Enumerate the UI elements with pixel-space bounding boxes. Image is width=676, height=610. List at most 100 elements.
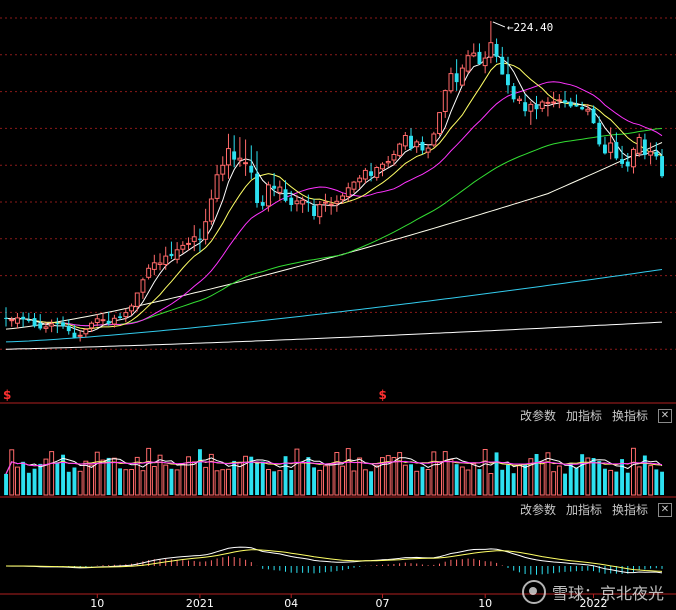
x-tick-label: 2021	[186, 597, 214, 610]
volume-bar	[94, 451, 100, 496]
candle-body	[448, 73, 454, 92]
volume-bar	[157, 454, 163, 496]
volume-bar	[106, 457, 111, 495]
candle	[551, 91, 557, 108]
add-indicator-button[interactable]: 加指标	[565, 503, 602, 517]
volume-bar	[163, 464, 169, 496]
volume-bar	[409, 464, 413, 495]
candle	[232, 135, 237, 168]
volume-bar	[391, 457, 397, 496]
candle-body	[300, 199, 306, 205]
moving-averages	[5, 54, 663, 350]
candle-body	[237, 157, 243, 161]
candle-body	[471, 52, 477, 57]
volume-bar	[534, 454, 539, 495]
candle	[580, 101, 585, 111]
candle-body	[551, 101, 557, 104]
volume-bar	[83, 460, 89, 496]
candle	[249, 145, 254, 180]
candle	[294, 194, 300, 212]
candle-body	[174, 249, 180, 260]
volume-toolbar: 改参数 加指标 换指标 ✕	[520, 407, 672, 424]
volume-bar	[351, 470, 357, 496]
candle	[636, 133, 642, 157]
volume-bar	[545, 452, 551, 496]
candle-body	[539, 101, 545, 109]
volume-bar	[237, 462, 243, 496]
volume-bar	[642, 455, 647, 495]
candle	[129, 303, 135, 316]
ma120-line	[5, 142, 663, 330]
x-tick-label: 2022	[580, 597, 608, 610]
candle	[186, 237, 192, 251]
volume-bar	[15, 466, 20, 496]
candle-body	[140, 279, 146, 293]
candle	[89, 321, 94, 332]
switch-indicator-button[interactable]: 换指标	[611, 409, 648, 423]
candle	[72, 325, 77, 339]
volume-bar	[608, 469, 614, 496]
candle	[94, 314, 100, 327]
candle	[146, 264, 152, 280]
volume-bar	[123, 469, 129, 496]
candle	[198, 228, 202, 252]
candle	[157, 253, 163, 271]
volume-bar	[556, 465, 562, 496]
volume-bar	[345, 448, 351, 496]
candle	[55, 317, 60, 334]
volume-bar	[55, 462, 60, 495]
ma5-line	[5, 54, 663, 333]
candle	[409, 128, 413, 151]
candle	[163, 246, 169, 270]
switch-indicator-button[interactable]: 换指标	[611, 503, 648, 517]
volume-bar	[43, 458, 49, 496]
volume-bar	[89, 464, 94, 496]
candle-body	[608, 142, 614, 153]
candle-body	[454, 73, 459, 83]
candle	[511, 83, 516, 103]
candle-body	[425, 147, 431, 153]
candle-body	[306, 201, 311, 203]
volume-bar	[260, 461, 265, 495]
candle-body	[362, 169, 368, 180]
volume-bar	[603, 468, 607, 495]
volume-bar	[9, 449, 15, 496]
change-params-button[interactable]: 改参数	[519, 503, 556, 517]
close-icon[interactable]: ✕	[658, 408, 672, 423]
candle	[312, 198, 316, 220]
candle	[180, 241, 186, 254]
candle	[585, 104, 591, 116]
candle-body	[488, 42, 494, 58]
candle-body	[477, 51, 482, 64]
candle	[459, 64, 465, 86]
candle	[289, 190, 294, 212]
candle	[243, 139, 249, 176]
close-icon[interactable]: ✕	[658, 502, 672, 517]
candle-body	[442, 90, 448, 112]
candle	[345, 182, 351, 202]
candle-body	[556, 99, 562, 102]
candle-body	[391, 154, 397, 161]
candle	[21, 312, 26, 328]
volume-ma-line	[5, 457, 663, 475]
candle-body	[580, 106, 585, 110]
candle	[328, 197, 334, 215]
add-indicator-button[interactable]: 加指标	[565, 409, 602, 423]
volume-bar	[283, 456, 288, 495]
change-params-button[interactable]: 改参数	[519, 409, 556, 423]
volume-bar	[597, 461, 602, 495]
volume-bar	[471, 463, 477, 496]
volume-bar	[198, 449, 202, 495]
candle	[277, 180, 283, 201]
candle-body	[111, 317, 117, 325]
snowball-logo-icon	[521, 580, 546, 604]
candle	[300, 196, 306, 213]
candlesticks	[4, 20, 664, 342]
candle	[357, 175, 363, 189]
candle-body	[43, 326, 49, 329]
volume-bar	[625, 472, 630, 495]
candle-body	[334, 200, 340, 204]
volume-bar	[129, 469, 135, 496]
candle	[118, 312, 122, 320]
